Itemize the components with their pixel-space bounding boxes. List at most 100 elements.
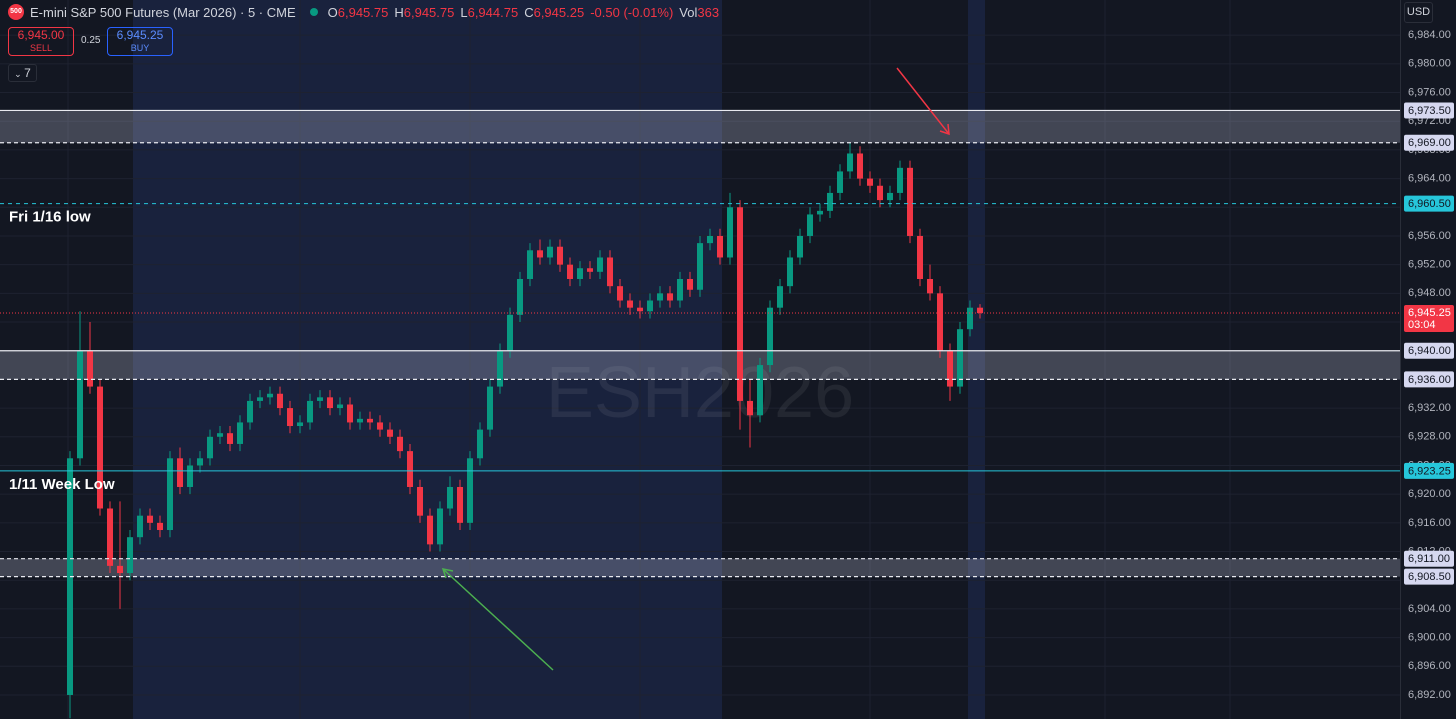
ohlc-value: 6,944.75	[467, 4, 519, 20]
candle-body	[227, 433, 233, 444]
price-tag	[1404, 134, 1454, 151]
price-tag-label: 6,940.00	[1408, 345, 1451, 357]
candle-body	[537, 250, 543, 258]
candle-body	[567, 264, 573, 279]
volume-label: Vol	[679, 4, 698, 20]
y-tick-label: 6,984.00	[1408, 29, 1451, 41]
buy-price: 6,945.25	[116, 28, 164, 42]
symbol-title[interactable]: E-mini S&P 500 Futures (Mar 2026) · 5 · …	[30, 4, 296, 20]
ohlc-label: O	[327, 4, 338, 20]
candle-body	[807, 214, 813, 236]
sell-label: SELL	[29, 43, 53, 53]
candle-body	[507, 314, 513, 351]
price-tag-label: 6,936.00	[1408, 374, 1451, 386]
candle-body	[167, 458, 173, 531]
candle-body	[877, 185, 883, 201]
market-status	[309, 8, 318, 16]
candle-body	[347, 404, 353, 423]
symbol-badge: 500	[8, 4, 24, 20]
candle-body	[457, 486, 463, 523]
spread: 0.25	[81, 35, 101, 46]
candle-body	[177, 458, 183, 487]
candle-body	[467, 458, 473, 523]
y-tick-label: 6,976.00	[1408, 86, 1451, 98]
price-tag-label: 6,908.50	[1408, 571, 1451, 583]
candle-body	[427, 515, 433, 545]
candle-body	[747, 400, 753, 416]
price-tag	[1404, 342, 1454, 359]
price-tag-label: 6,969.00	[1408, 137, 1451, 149]
candle-body	[437, 508, 443, 545]
candle-body	[937, 293, 943, 351]
candle-body	[867, 178, 873, 186]
candle-body	[907, 167, 913, 236]
y-tick-label: 6,896.00	[1408, 660, 1451, 672]
price-tag	[1404, 195, 1454, 212]
candle-body	[367, 418, 373, 423]
candle-body	[267, 393, 273, 398]
buy-button[interactable]: 6,945.25 BUY	[107, 27, 173, 56]
price-tag-label: 6,923.25	[1408, 465, 1451, 477]
zone	[0, 350, 1400, 380]
candle-body	[77, 350, 83, 459]
sell-button[interactable]: 6,945.00 SELL	[8, 27, 74, 56]
candle-body	[497, 350, 503, 387]
candle-body	[727, 207, 733, 258]
candle-body	[357, 418, 363, 423]
candle-body	[147, 515, 153, 523]
price-tag-label: 6,973.50	[1408, 105, 1451, 117]
ohlc-value: 6,945.25	[533, 4, 585, 20]
ohlc-value: 6,945.75	[403, 4, 455, 20]
candle-body	[677, 278, 683, 301]
candle-body	[667, 293, 673, 301]
y-tick-label: 6,952.00	[1408, 259, 1451, 271]
price-tag	[1404, 568, 1454, 585]
candle-body	[617, 286, 623, 301]
candle-body	[327, 397, 333, 409]
change: -0.50 (-0.01%)	[590, 4, 674, 20]
candle-body	[817, 210, 823, 215]
candle-body	[117, 565, 123, 574]
header: 500 E-mini S&P 500 Futures (Mar 2026) · …	[0, 3, 719, 21]
y-tick-label: 6,916.00	[1408, 517, 1451, 529]
y-tick-label: 6,932.00	[1408, 402, 1451, 414]
candle-body	[297, 422, 303, 427]
y-tick-label: 6,980.00	[1408, 58, 1451, 70]
y-tick-label: 6,900.00	[1408, 632, 1451, 644]
candle-body	[477, 429, 483, 459]
currency-button[interactable]: USD	[1404, 2, 1433, 23]
indicator-count: 7	[24, 66, 31, 80]
arrow-green	[441, 568, 554, 671]
price-tag	[1404, 550, 1454, 567]
candle-body	[157, 522, 163, 531]
candle-body	[897, 167, 903, 193]
price-tag	[1404, 102, 1454, 119]
candle-body	[887, 192, 893, 201]
candle-body	[547, 246, 553, 258]
candle-body	[217, 433, 223, 437]
watermark: ESH2026	[546, 353, 854, 433]
candle-body	[187, 465, 193, 487]
candle-body	[967, 307, 973, 330]
indicators-toggle[interactable]: ⌄ 7	[8, 64, 37, 82]
candle-body	[137, 515, 143, 538]
candle-body	[827, 192, 833, 211]
buy-label: BUY	[130, 43, 150, 53]
y-tick-label: 6,956.00	[1408, 230, 1451, 242]
candle-body	[287, 408, 293, 427]
ohlc-label: L	[460, 4, 468, 20]
candle-body	[407, 451, 413, 487]
candle-body	[337, 404, 343, 409]
sell-price: 6,945.00	[17, 28, 65, 42]
price-tag-label: 6,911.00	[1408, 553, 1450, 565]
candle-body	[257, 397, 263, 401]
candle-body	[657, 293, 663, 301]
volume-value: 363	[697, 4, 720, 20]
candle-body	[977, 307, 983, 314]
candle-body	[487, 386, 493, 430]
candle-body	[707, 235, 713, 244]
y-tick-label: 6,892.00	[1408, 689, 1451, 701]
zone	[0, 110, 1400, 143]
